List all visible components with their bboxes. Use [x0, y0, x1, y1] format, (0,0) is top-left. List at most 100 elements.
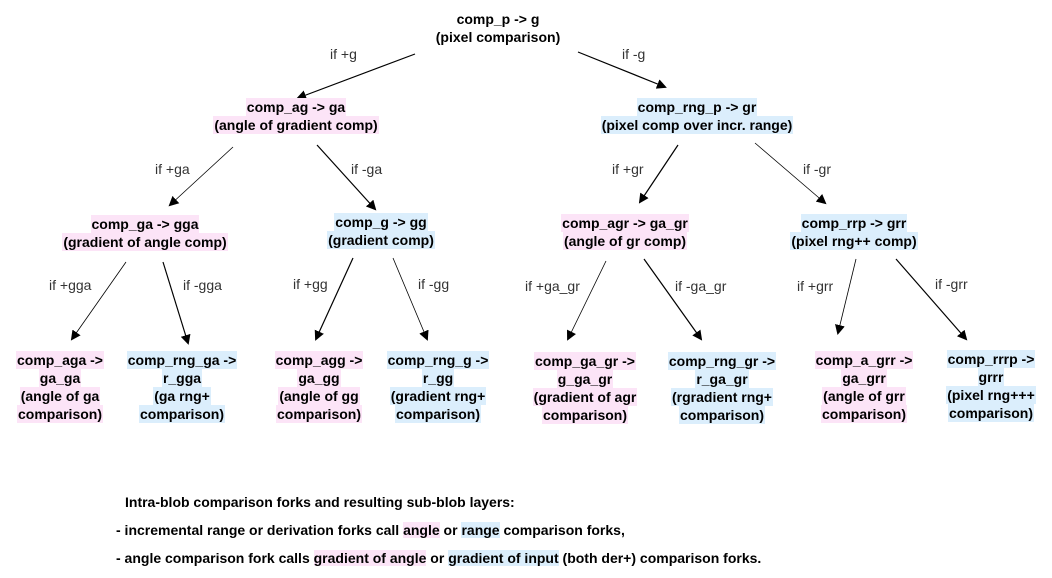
caption-highlight-gradient-of-angle: gradient of angle: [313, 550, 427, 566]
edge-rrp-a-grr: [835, 258, 857, 335]
edge-ag-ga: [168, 146, 234, 207]
node-comp-rng-g-line2: r_gg: [421, 369, 455, 387]
node-comp-agg-line3: (angle of gg: [278, 387, 360, 405]
node-comp-aga-line3: (angle of ga: [19, 387, 101, 405]
edge-label-if-neg-ga: if -ga: [351, 161, 383, 177]
edge-label-if-pos-grr: if +grr: [797, 278, 834, 294]
node-comp-agg-line2: ga_gg: [297, 369, 341, 387]
node-comp-rng-g-line3: (gradient rng+: [389, 387, 487, 405]
node-comp-rng-g-line1: comp_rng_g ->: [386, 351, 490, 369]
node-comp-rrrp-line1: comp_rrrp ->: [946, 350, 1036, 368]
node-comp-ga-gr-line4: comparison): [541, 406, 628, 424]
node-comp-rng-ga-line2: r_gga: [161, 369, 203, 387]
node-comp-agg: comp_agg -> ga_gg (angle of gg compariso…: [262, 351, 376, 423]
node-comp-g: comp_g -> gg (gradient comp): [306, 213, 456, 249]
node-comp-agg-line1: comp_agg ->: [274, 351, 364, 369]
node-comp-a-grr-line3: (angle of grr: [822, 387, 906, 405]
node-comp-ga-gr-line2: g_ga_gr: [556, 370, 614, 388]
node-comp-agr: comp_agr -> ga_gr (angle of gr comp): [540, 214, 710, 250]
node-comp-rng-ga-line4: comparison): [138, 405, 225, 423]
node-comp-aga: comp_aga -> ga_ga (angle of ga compariso…: [2, 351, 118, 423]
node-comp-a-grr-line2: ga_grr: [841, 369, 887, 387]
node-comp-aga-line4: comparison): [16, 405, 103, 423]
node-comp-rrrp: comp_rrrp -> grrr (pixel rng+++ comparis…: [934, 350, 1048, 422]
caption-line2-c: (both der+) comparison forks.: [558, 550, 762, 566]
node-comp-rng-gr-line2: r_ga_gr: [695, 370, 749, 388]
caption-line1-b: or: [439, 522, 462, 538]
edge-rng-p-agr: [638, 144, 679, 204]
node-comp-rng-p: comp_rng_p -> gr (pixel comp over incr. …: [572, 98, 822, 134]
node-comp-rrrp-line4: comparison): [947, 404, 1034, 422]
node-comp-rng-gr-line3: (rgradient rng+: [671, 388, 773, 406]
node-comp-rng-ga-line3: (ga rng+: [153, 387, 211, 405]
node-comp-rng-g-line4: comparison): [394, 405, 481, 423]
caption-line1-c: comparison forks,: [499, 522, 625, 538]
node-comp-ga-gr-line3: (gradient of agr: [532, 388, 638, 406]
node-comp-ga-line2: (gradient of angle comp): [62, 233, 228, 251]
edge-ga-rng-ga: [162, 261, 191, 345]
edge-g-rng-g: [392, 257, 429, 341]
edge-rrp-rrrp: [895, 258, 968, 341]
node-comp-p-line1: comp_p -> g: [456, 11, 540, 27]
edge-ga-aga: [70, 261, 127, 341]
edge-label-if-pos-ga-gr: if +ga_gr: [525, 278, 580, 294]
caption-line2-b: or: [426, 550, 449, 566]
node-comp-ga: comp_ga -> gga (gradient of angle comp): [40, 215, 250, 251]
caption-title: Intra-blob comparison forks and resultin…: [125, 494, 515, 510]
edge-label-if-pos-g: if +g: [330, 46, 357, 62]
node-comp-ga-line1: comp_ga -> gga: [90, 215, 200, 233]
node-comp-ag-line1: comp_ag -> ga: [245, 98, 347, 116]
node-comp-a-grr-line1: comp_a_grr ->: [814, 351, 914, 369]
caption-highlight-range: range: [461, 522, 500, 538]
node-comp-rng-p-line2: (pixel comp over incr. range): [600, 116, 794, 134]
node-comp-ga-gr-line1: comp_ga_gr ->: [534, 352, 636, 370]
node-comp-ga-gr: comp_ga_gr -> g_ga_gr (gradient of agr c…: [520, 352, 650, 424]
caption-line1: - incremental range or derivation forks …: [116, 516, 761, 544]
edge-agr-rng-gr: [643, 258, 703, 341]
edge-root-rng-p: [577, 51, 667, 89]
node-comp-aga-line1: comp_aga ->: [16, 351, 104, 369]
edge-rng-p-rrp: [754, 142, 827, 205]
node-comp-g-line2: (gradient comp): [327, 231, 435, 249]
edge-ag-g: [316, 144, 377, 211]
edge-label-if-pos-gr: if +gr: [612, 161, 644, 177]
node-comp-agr-line1: comp_agr -> ga_gr: [561, 214, 689, 232]
node-comp-ag-line2: (angle of gradient comp): [213, 116, 379, 134]
node-comp-g-line1: comp_g -> gg: [334, 213, 428, 231]
node-comp-agr-line2: (angle of gr comp): [562, 232, 688, 250]
node-comp-ag: comp_ag -> ga (angle of gradient comp): [186, 98, 406, 134]
node-comp-rrrp-line2: grrr: [977, 368, 1005, 386]
edge-label-if-neg-gga: if -gga: [183, 277, 222, 293]
node-comp-rrp: comp_rrp -> grr (pixel rng++ comp): [774, 214, 934, 250]
caption-highlight-angle: angle: [403, 522, 440, 538]
edge-label-if-neg-grr: if -grr: [935, 276, 968, 292]
edge-label-if-pos-gg: if +gg: [293, 276, 328, 292]
node-comp-rrp-line2: (pixel rng++ comp): [790, 232, 918, 250]
edge-label-if-neg-gr: if -gr: [803, 161, 831, 177]
edge-agr-ga-gr: [567, 260, 607, 341]
node-comp-p-line2: (pixel comparison): [435, 29, 561, 45]
edge-root-ag: [296, 53, 416, 100]
node-comp-a-grr: comp_a_grr -> ga_grr (angle of grr compa…: [802, 351, 926, 423]
node-comp-rrrp-line3: (pixel rng+++: [946, 386, 1036, 404]
node-comp-p: comp_p -> g (pixel comparison): [398, 10, 598, 46]
edge-label-if-neg-gg: if -gg: [418, 276, 450, 292]
node-comp-rng-p-line1: comp_rng_p -> gr: [636, 98, 758, 116]
node-comp-aga-line2: ga_ga: [38, 369, 82, 387]
caption-line1-a: - incremental range or derivation forks …: [116, 522, 404, 538]
node-comp-rng-gr-line1: comp_rng_gr ->: [667, 352, 777, 370]
node-comp-rng-ga-line1: comp_rng_ga ->: [126, 351, 238, 369]
caption-highlight-gradient-of-input: gradient of input: [448, 550, 559, 566]
edge-label-if-pos-gga: if +gga: [49, 277, 92, 293]
node-comp-rng-gr-line4: comparison): [678, 406, 765, 424]
node-comp-rng-g: comp_rng_g -> r_gg (gradient rng+ compar…: [376, 351, 500, 423]
edge-label-if-pos-ga: if +ga: [155, 161, 190, 177]
edge-label-if-neg-ga-gr: if -ga_gr: [675, 278, 727, 294]
node-comp-rng-gr: comp_rng_gr -> r_ga_gr (rgradient rng+ c…: [654, 352, 790, 424]
caption-line2-a: - angle comparison fork calls: [116, 550, 314, 566]
edge-label-if-neg-g: if -g: [622, 46, 646, 62]
edge-g-agg: [314, 257, 354, 341]
node-comp-rrp-line1: comp_rrp -> grr: [800, 214, 908, 232]
node-comp-rng-ga: comp_rng_ga -> r_gga (ga rng+ comparison…: [116, 351, 248, 423]
